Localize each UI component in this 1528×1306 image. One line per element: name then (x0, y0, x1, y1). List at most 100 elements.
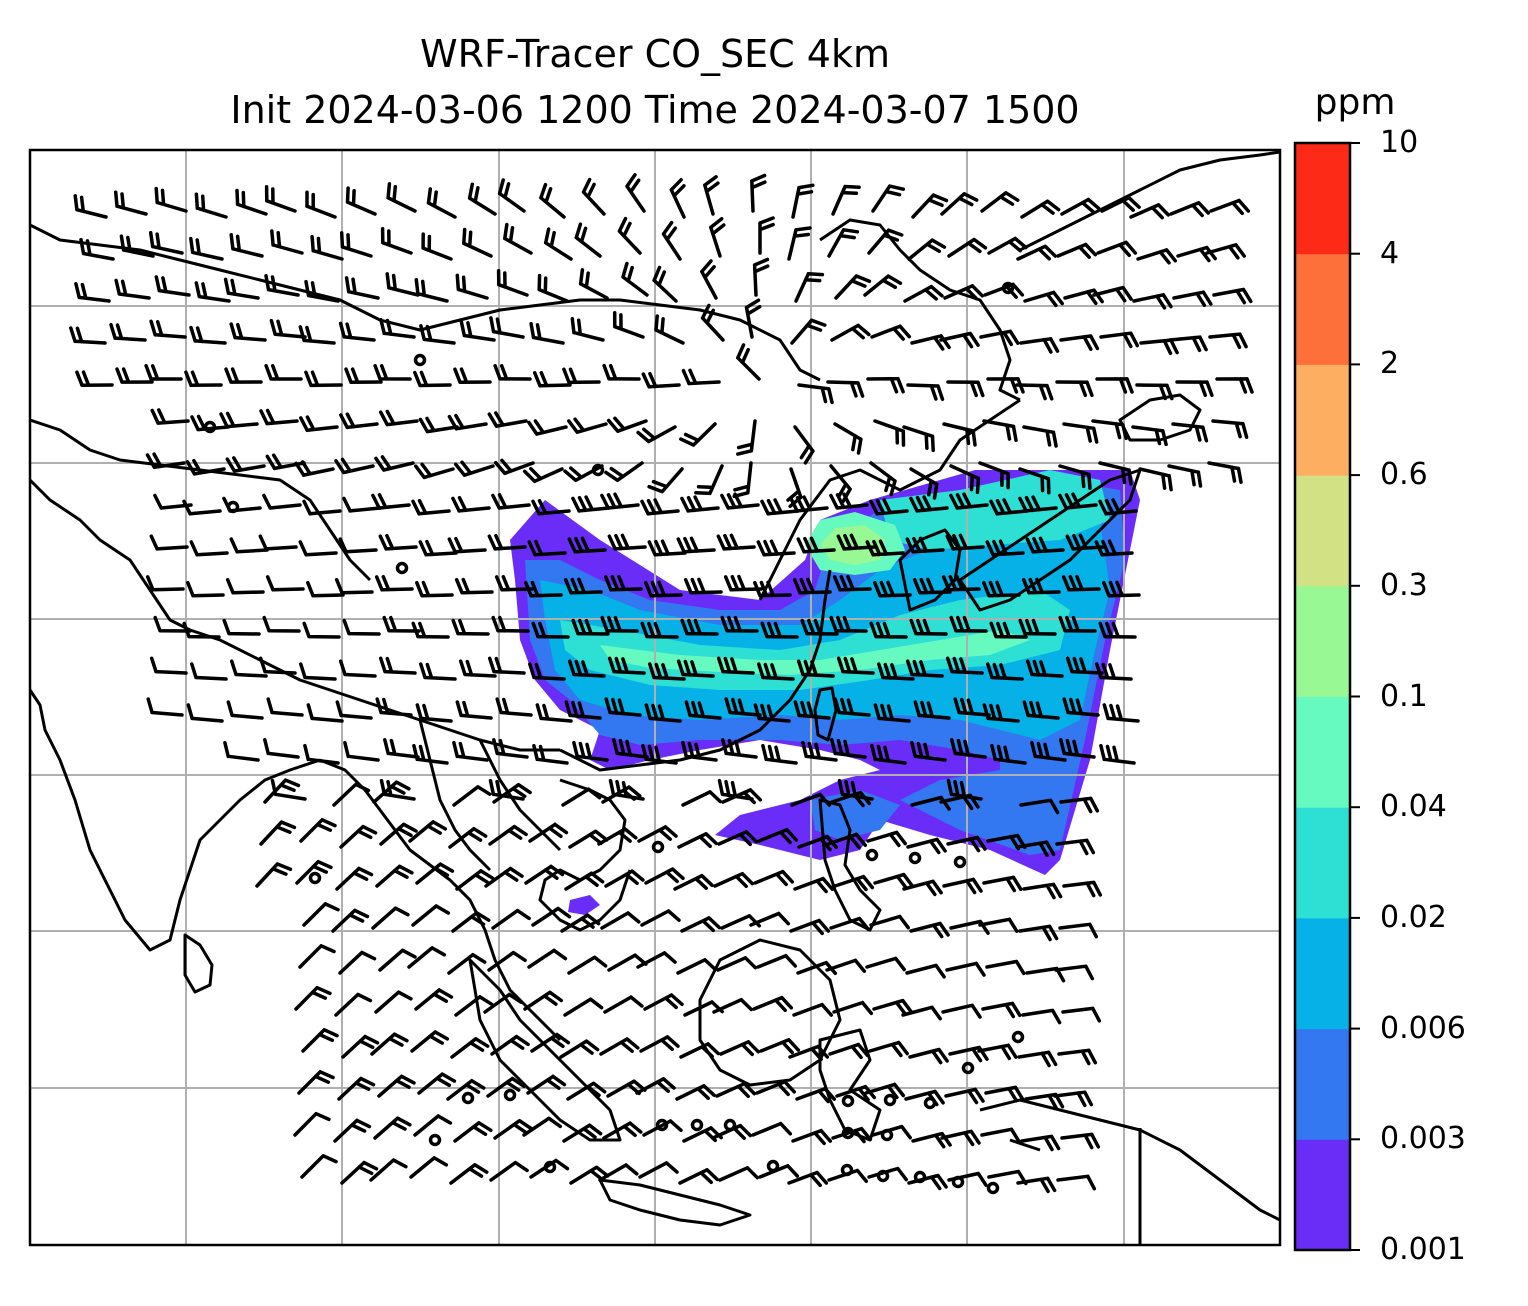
map-frame (28, 148, 1282, 1247)
wind-barb (826, 380, 865, 398)
wind-barb (527, 948, 568, 969)
wind-barb (711, 1123, 753, 1140)
wind-barb (264, 364, 303, 381)
wind-barb (606, 416, 648, 433)
wind-barb (736, 419, 757, 456)
colorbar-tick-label: 2 (1380, 346, 1400, 382)
wind-barb (563, 577, 603, 595)
wind-barb (414, 278, 449, 303)
wind-barb (304, 279, 340, 303)
wind-barb (1058, 492, 1098, 510)
wind-barb (190, 662, 228, 681)
wind-barb (678, 1168, 719, 1185)
wind-barb (531, 621, 570, 639)
wind-barb (334, 457, 375, 475)
wind-barb (338, 950, 377, 975)
wind-barb (1169, 201, 1211, 218)
wind-barb (910, 740, 947, 762)
wind-barb (796, 659, 835, 678)
wind-barb (338, 659, 377, 678)
wind-barb (721, 738, 758, 759)
wind-barb (831, 184, 861, 216)
wind-barb (1172, 290, 1213, 308)
wind-barb (493, 1118, 533, 1140)
wind-barb (949, 615, 988, 633)
wind-barb (1094, 539, 1134, 557)
wind-barb (982, 419, 1018, 442)
wind-barb (677, 832, 718, 849)
wind-barb (185, 458, 226, 476)
wind-barb (643, 993, 684, 1011)
wind-barb (1139, 338, 1179, 356)
wind-barb (145, 575, 185, 592)
wind-barb (607, 533, 647, 551)
wind-barb (154, 186, 188, 213)
wind-barb (829, 615, 868, 633)
wind-barb (904, 1089, 945, 1107)
wind-barb (270, 229, 304, 255)
wind-barb (866, 830, 907, 848)
wind-barb (265, 453, 306, 471)
wind-barb (379, 317, 416, 339)
map-plot-area[interactable] (30, 150, 1280, 1245)
wind-barb (1095, 377, 1134, 394)
wind-barb (703, 175, 720, 216)
wind-barb (453, 460, 495, 477)
wind-barb (492, 738, 529, 759)
wind-barb (294, 985, 332, 1011)
wind-barb (385, 272, 420, 297)
colorbar-segment (1295, 143, 1350, 255)
wind-barb (115, 367, 154, 384)
colorbar-segment (1295, 585, 1350, 697)
wind-barb (679, 422, 717, 447)
wind-barb (906, 383, 945, 402)
wind-barb (487, 533, 527, 551)
wind-barb (683, 577, 723, 595)
wind-barb (1016, 244, 1057, 261)
wind-barb (119, 234, 155, 258)
wind-barb (791, 1128, 833, 1146)
wind-barb (989, 621, 1028, 639)
wind-barb (752, 257, 770, 297)
wind-barb (1030, 740, 1067, 762)
wind-barb (1022, 882, 1063, 900)
wind-barb (344, 276, 380, 300)
wind-barb (259, 820, 297, 846)
wind-barb (371, 493, 411, 510)
wind-barb (419, 662, 457, 681)
wind-barb (761, 743, 798, 765)
wind-barb (1020, 199, 1061, 219)
wind-barb (530, 1032, 571, 1053)
wind-barb (680, 916, 721, 933)
wind-barb (863, 274, 903, 297)
calm-wind-marker (865, 848, 879, 862)
wind-barb (492, 782, 532, 804)
wind-barb (413, 1114, 453, 1137)
wind-barb (264, 185, 297, 213)
wind-barb (567, 536, 607, 554)
wind-barb (1021, 1008, 1062, 1025)
wind-barb (295, 859, 333, 885)
wind-barb (684, 700, 722, 720)
wind-barb (793, 700, 831, 720)
wind-barb (599, 1037, 640, 1056)
wind-barb (345, 186, 377, 216)
wind-barb (946, 778, 983, 801)
wind-barb (222, 618, 261, 636)
wind-barb (827, 1168, 869, 1184)
wind-barb (827, 228, 860, 258)
wind-barb (263, 738, 300, 759)
wind-barb (1056, 242, 1098, 259)
wind-barb (982, 875, 1023, 893)
wind-barb (455, 869, 495, 891)
wind-barb (602, 363, 641, 381)
wind-barb (790, 318, 827, 345)
colorbar-tick-label: 0.1 (1380, 678, 1428, 714)
wind-barb (446, 1078, 486, 1101)
wind-barb (235, 188, 268, 216)
wind-barb (787, 1170, 829, 1188)
wind-barb (758, 1164, 800, 1179)
wind-barb (1062, 697, 1100, 717)
wind-barb (1167, 464, 1203, 488)
wind-barb (600, 492, 640, 510)
